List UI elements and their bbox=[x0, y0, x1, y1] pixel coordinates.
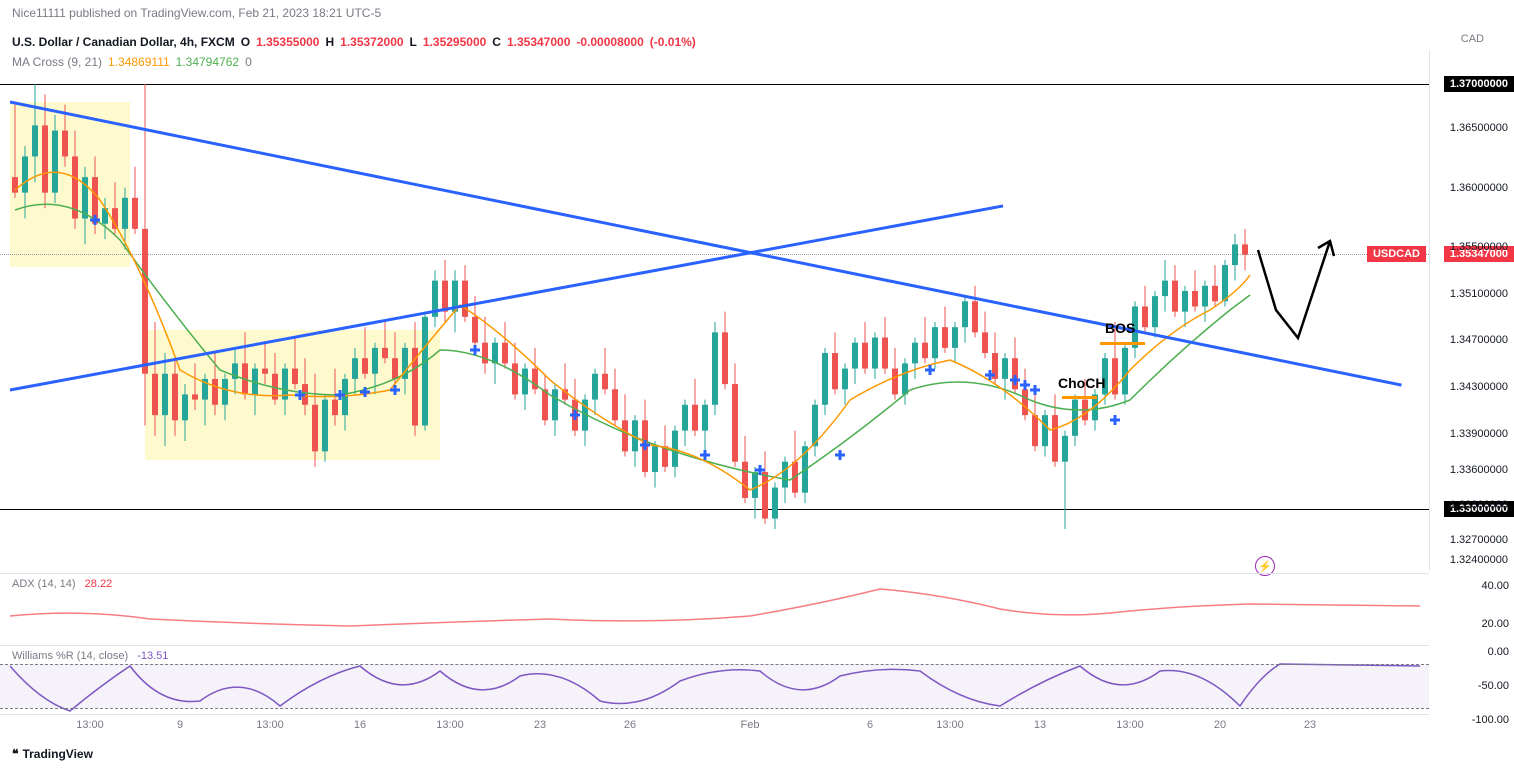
wr-svg bbox=[0, 646, 1429, 724]
y-tick: 1.34300000 bbox=[1450, 381, 1508, 393]
x-tick: 16 bbox=[354, 719, 366, 731]
y-tick: 1.36500000 bbox=[1450, 122, 1508, 134]
bos-marker bbox=[1100, 342, 1145, 345]
x-tick: 13:00 bbox=[936, 719, 964, 731]
adx-svg bbox=[0, 574, 1429, 644]
y-tick: 1.33600000 bbox=[1450, 464, 1508, 476]
x-tick: 13:00 bbox=[76, 719, 104, 731]
x-tick: 20 bbox=[1214, 719, 1226, 731]
main-price-chart[interactable]: BOS ChoCH ⚡ bbox=[0, 50, 1429, 570]
currency-label: CAD bbox=[1461, 33, 1484, 45]
y-tick: 1.34700000 bbox=[1450, 334, 1508, 346]
wr-label: Williams %R (14, close) -13.51 bbox=[12, 650, 168, 662]
price-svg bbox=[0, 50, 1429, 570]
y-tick: 1.33900000 bbox=[1450, 428, 1508, 440]
publish-info: Nice11111 published on TradingView.com, … bbox=[12, 6, 381, 20]
x-tick: 23 bbox=[1304, 719, 1316, 731]
symbol-name: U.S. Dollar / Canadian Dollar, 4h, FXCM bbox=[12, 35, 235, 49]
tradingview-watermark: ❝ TradingView bbox=[12, 747, 93, 761]
symbol-title: U.S. Dollar / Canadian Dollar, 4h, FXCM … bbox=[12, 35, 696, 49]
y-tick: 1.33300000 bbox=[1450, 499, 1508, 511]
y-axis: 1.37000000 USDCAD 1.35347000 1.33000000 … bbox=[1429, 50, 1514, 570]
choch-marker bbox=[1062, 396, 1097, 399]
tv-logo-icon: ❝ bbox=[12, 747, 18, 761]
x-tick: 6 bbox=[867, 719, 873, 731]
x-tick: 9 bbox=[177, 719, 183, 731]
x-tick: 13:00 bbox=[436, 719, 464, 731]
choch-label: ChoCH bbox=[1058, 375, 1105, 391]
bos-label: BOS bbox=[1105, 320, 1135, 336]
y-tick: 1.32700000 bbox=[1450, 534, 1508, 546]
y-tick: 1.36000000 bbox=[1450, 182, 1508, 194]
x-tick: 13 bbox=[1034, 719, 1046, 731]
price-level-top: 1.37000000 bbox=[1444, 76, 1514, 92]
y-tick: 1.35500000 bbox=[1450, 241, 1508, 253]
y-tick: 1.32400000 bbox=[1450, 554, 1508, 566]
x-tick: 13:00 bbox=[1116, 719, 1144, 731]
williams-r-panel[interactable]: Williams %R (14, close) -13.51 0.00-50.0… bbox=[0, 645, 1429, 723]
adx-label: ADX (14, 14) 28.22 bbox=[12, 578, 112, 590]
symbol-price-tag: USDCAD bbox=[1367, 246, 1426, 262]
x-tick: 13:00 bbox=[256, 719, 284, 731]
x-tick: Feb bbox=[741, 719, 760, 731]
adx-panel[interactable]: ADX (14, 14) 28.22 40.0020.00 bbox=[0, 573, 1429, 643]
x-tick: 26 bbox=[624, 719, 636, 731]
x-axis: 13:00 9 13:00 16 13:00 23 26 Feb 6 13:00 13 13:00 20… bbox=[0, 714, 1429, 734]
chart-container: CAD U.S. Dollar / Canadian Dollar, 4h, F… bbox=[0, 25, 1514, 769]
y-tick: 1.35100000 bbox=[1450, 288, 1508, 300]
x-tick: 23 bbox=[534, 719, 546, 731]
